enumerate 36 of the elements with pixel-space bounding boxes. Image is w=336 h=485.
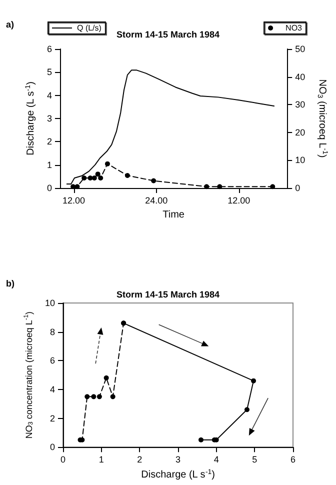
x-tick-label: 2: [137, 454, 142, 465]
x-tick-label: 5: [252, 454, 258, 465]
x-tick-label: 1: [98, 454, 104, 465]
y-tick-label: 2: [46, 136, 52, 147]
x-tick-label: 0: [60, 454, 66, 465]
y-tick-label: 3: [46, 114, 52, 124]
y-tick-label: 6: [50, 356, 55, 366]
y-tick-label: 8: [50, 326, 55, 337]
y2-tick-label: 10: [295, 155, 306, 166]
y-tick-label: 0: [46, 183, 52, 193]
y-tick-label: 4: [46, 90, 52, 100]
text: a): [6, 20, 14, 30]
y2-tick-label: 50: [295, 44, 306, 54]
x-tick-label: 4: [214, 454, 219, 465]
chart-title: Storm 14-15 March 1984: [116, 30, 220, 40]
x-tick-label: 12.00: [228, 196, 250, 206]
y2-tick-label: 30: [295, 100, 306, 110]
y-tick-label: 6: [46, 44, 52, 54]
y-tick-label: 1: [46, 160, 52, 170]
y-tick-label: 0: [50, 442, 55, 452]
y2-tick-label: 20: [295, 127, 306, 138]
y-tick-label: 10: [44, 298, 55, 308]
x-tick-label: 24.00: [145, 196, 168, 206]
x-axis-title: Time: [162, 209, 185, 220]
legend-label: NO3: [286, 24, 303, 32]
text: b): [6, 278, 14, 288]
x-tick-label: 12.00: [62, 196, 86, 206]
x-tick-label: 6: [290, 454, 296, 465]
legend-label: Q (L/s): [77, 24, 102, 32]
y-tick-label: 4: [50, 384, 55, 394]
y-tick-label: 2: [50, 413, 55, 424]
chart-title: Storm 14-15 March 1984: [116, 290, 220, 300]
y2-tick-label: 0: [295, 183, 300, 193]
y2-tick-label: 40: [295, 72, 306, 82]
y-tick-label: 5: [46, 67, 52, 78]
x-tick-label: 3: [175, 454, 181, 465]
